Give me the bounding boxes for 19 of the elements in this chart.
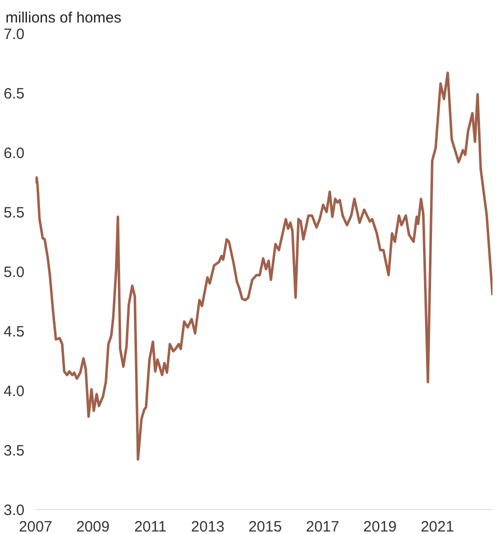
line-series bbox=[36, 72, 492, 461]
y-tick-label: 5.0 bbox=[4, 264, 25, 281]
y-tick-label: 3.0 bbox=[4, 502, 25, 519]
x-tick-label: 2009 bbox=[76, 518, 110, 534]
y-tick-label: 5.5 bbox=[4, 204, 25, 222]
y-tick-label: 6.0 bbox=[4, 145, 25, 162]
y-tick-label: 6.5 bbox=[4, 86, 25, 102]
x-tick-label: 2019 bbox=[363, 518, 397, 534]
x-tick-label: 2015 bbox=[248, 518, 282, 534]
y-tick-label: 4.0 bbox=[4, 383, 25, 400]
y-axis-title: millions of homes bbox=[6, 10, 122, 26]
y-tick-label: 7.0 bbox=[4, 26, 25, 43]
x-tick-label: 2017 bbox=[306, 518, 340, 534]
y-tick-label: 3.5 bbox=[4, 442, 25, 460]
x-tick-label: 2021 bbox=[420, 518, 454, 534]
x-tick-label: 2013 bbox=[191, 518, 224, 534]
y-tick-label: 4.5 bbox=[4, 324, 25, 340]
x-tick-label: 2007 bbox=[18, 518, 52, 534]
x-tick-label: 2011 bbox=[134, 518, 166, 534]
